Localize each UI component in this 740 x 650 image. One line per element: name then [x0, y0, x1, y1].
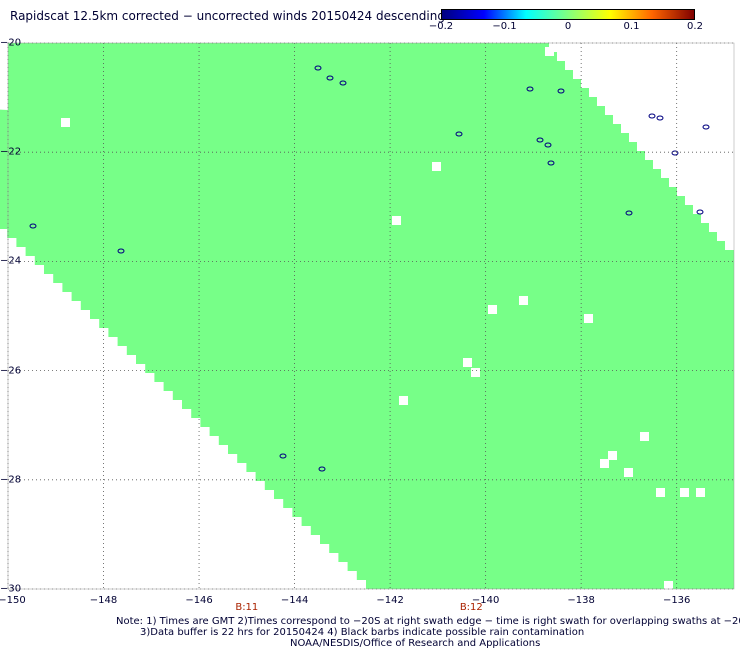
data-gap	[432, 162, 441, 171]
plot-frame	[7, 42, 735, 590]
longitude-tick-label: −140	[471, 595, 500, 606]
footer-notes: Note: 1) Times are GMT 2)Times correspon…	[0, 616, 740, 649]
contour-blob	[314, 65, 322, 71]
note-line-3: NOAA/NESDIS/Office of Research and Appli…	[290, 638, 541, 649]
data-gap	[61, 118, 70, 127]
data-gap	[488, 305, 497, 314]
data-gap	[624, 468, 633, 477]
colorbar-label: 0	[564, 21, 572, 32]
revolution-label: B:11	[235, 602, 259, 613]
data-gap	[584, 314, 593, 323]
latitude-tick-label: −20	[0, 37, 22, 49]
contour-blob	[625, 210, 633, 216]
contour-blob	[279, 453, 287, 459]
contour-blob	[117, 248, 125, 254]
data-gap	[471, 368, 480, 377]
contour-blob	[547, 160, 555, 166]
note-line-1: Note: 1) Times are GMT 2)Times correspon…	[116, 616, 740, 627]
plot-title: Rapidscat 12.5km corrected − uncorrected…	[10, 9, 445, 23]
longitude-tick-label: −148	[89, 595, 118, 606]
data-gap	[656, 488, 665, 497]
colorbar-label: 0.1	[623, 21, 640, 32]
contour-blob	[702, 124, 710, 130]
contour-blob	[29, 223, 37, 229]
data-gap	[640, 432, 649, 441]
data-gap	[600, 459, 609, 468]
contour-blob	[536, 137, 544, 143]
latitude-tick-label: −26	[0, 365, 22, 377]
note-line-2: 3)Data buffer is 22 hrs for 20150424 4) …	[140, 627, 585, 638]
contour-blob	[648, 113, 656, 119]
contour-blob	[671, 150, 679, 156]
contour-blob	[326, 75, 334, 81]
latitude-tick-label: −30	[0, 583, 22, 595]
data-gap	[608, 451, 617, 460]
data-gap	[680, 488, 689, 497]
latitude-tick-label: −24	[0, 255, 22, 267]
data-gap	[519, 296, 528, 305]
data-gap	[399, 396, 408, 405]
latitude-tick-label: −28	[0, 474, 22, 486]
longitude-tick-label: −146	[185, 595, 213, 606]
contour-blob	[455, 131, 463, 137]
longitude-tick-label: −138	[567, 595, 595, 606]
data-gap	[545, 47, 554, 56]
swath-area	[0, 43, 734, 589]
contour-blob	[339, 80, 347, 86]
contour-blob	[656, 115, 664, 121]
contour-blob	[557, 88, 565, 94]
data-gap	[696, 488, 705, 497]
colorbar	[441, 9, 695, 20]
longitude-tick-label: −142	[376, 595, 404, 606]
longitude-tick-label: −150	[0, 595, 26, 606]
colorbar-label: −0.2	[428, 21, 454, 32]
revolution-label: B:12	[459, 602, 483, 613]
colorbar-label: 0.2	[687, 21, 703, 32]
contour-blob	[526, 86, 534, 92]
longitude-tick-label: −136	[662, 595, 691, 606]
longitude-tick-label: −144	[280, 595, 309, 606]
contour-blob	[696, 209, 704, 215]
latitude-tick-label: −22	[0, 146, 22, 158]
contour-blob	[544, 142, 552, 148]
data-gap	[463, 358, 472, 367]
data-gap	[392, 216, 401, 225]
data-gap	[664, 581, 673, 590]
contour-blob	[318, 466, 326, 472]
colorbar-label: −0.1	[492, 21, 517, 32]
